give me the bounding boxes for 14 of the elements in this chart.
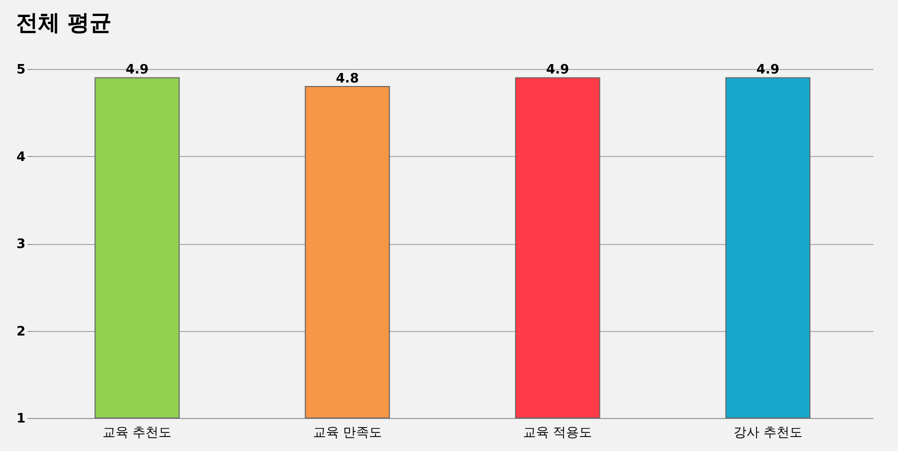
y-tick-label: 1 bbox=[16, 412, 26, 426]
y-tick-label: 2 bbox=[16, 324, 26, 340]
data-label: 4.9 bbox=[126, 62, 149, 78]
data-label: 4.8 bbox=[336, 71, 359, 86]
x-tick-label: 교육 적용도 bbox=[523, 426, 592, 440]
y-tick-label: 3 bbox=[16, 237, 26, 252]
data-label: 4.9 bbox=[546, 62, 570, 78]
x-tick-label: 교육 만족도 bbox=[312, 426, 382, 440]
x-tick-label: 교육 추천도 bbox=[102, 426, 172, 440]
chart-title: 전체 평균 bbox=[16, 11, 112, 36]
data-label: 4.9 bbox=[756, 62, 780, 78]
x-tick-label: 강사 추천도 bbox=[733, 426, 802, 440]
y-tick-label: 5 bbox=[16, 62, 26, 78]
y-tick-label: 4 bbox=[16, 150, 26, 165]
